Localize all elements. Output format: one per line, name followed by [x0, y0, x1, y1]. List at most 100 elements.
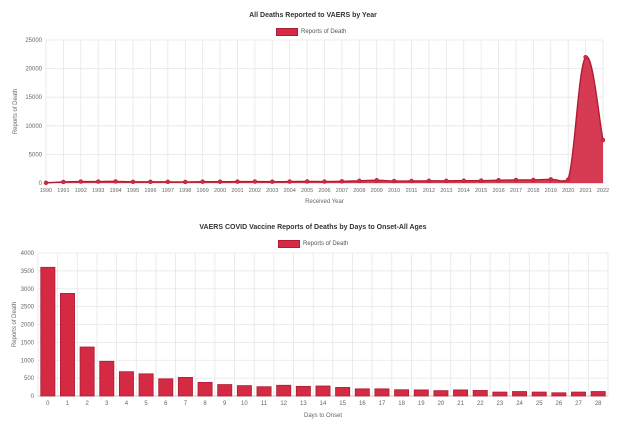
- x-tick-label: 2020: [562, 188, 574, 194]
- legend-swatch: [276, 28, 298, 36]
- data-point: [391, 178, 397, 184]
- y-tick-label: 0: [39, 181, 43, 187]
- bar: [394, 389, 410, 397]
- data-point: [496, 177, 501, 183]
- x-tick-label: 0: [46, 401, 50, 407]
- y-tick-label: 500: [24, 376, 35, 382]
- y-tick-label: 2500: [21, 305, 35, 311]
- data-point: [183, 179, 188, 185]
- y-tick-label: 10000: [25, 124, 42, 130]
- bar: [177, 377, 193, 397]
- x-tick-label: 2014: [458, 188, 470, 194]
- bar: [551, 392, 567, 397]
- x-tick-label: 1991: [57, 188, 69, 194]
- bar: [413, 389, 429, 397]
- data-point: [478, 178, 484, 183]
- bar: [512, 391, 528, 397]
- data-point: [217, 179, 223, 184]
- bar: [590, 391, 606, 397]
- y-tick-label: 2000: [21, 323, 35, 329]
- data-point: [322, 179, 327, 184]
- x-tick-label: 11: [261, 401, 268, 407]
- x-tick-label: 26: [556, 401, 563, 407]
- data-point: [200, 179, 205, 184]
- bar: [276, 384, 292, 397]
- legend-label: Reports of Death: [303, 241, 349, 247]
- y-tick-label: 1500: [21, 340, 35, 346]
- x-tick-label: 2005: [301, 188, 313, 194]
- bar: [40, 266, 56, 397]
- bar: [197, 382, 213, 397]
- y-tick-label: 1000: [21, 358, 35, 364]
- data-point: [235, 179, 240, 184]
- chart-title: All Deaths Reported to VAERS by Year: [249, 12, 377, 19]
- data-point: [339, 179, 345, 184]
- x-tick-label: 2011: [406, 188, 418, 194]
- x-tick-label: 1990: [40, 188, 52, 194]
- x-tick-label: 28: [595, 401, 602, 407]
- x-tick-label: 13: [300, 401, 307, 407]
- x-tick-label: 9: [223, 401, 227, 407]
- data-point: [96, 179, 101, 184]
- bar: [472, 390, 488, 397]
- x-tick-label: 12: [280, 401, 287, 407]
- bar: [256, 386, 272, 397]
- x-tick-label: 2007: [336, 188, 348, 194]
- x-tick-label: 2012: [423, 188, 435, 194]
- x-tick-label: 2013: [440, 188, 452, 194]
- bar: [354, 388, 370, 397]
- x-tick-label: 2021: [579, 188, 591, 194]
- x-tick-label: 2010: [388, 188, 400, 194]
- bar: [315, 385, 331, 397]
- x-tick-label: 7: [184, 401, 188, 407]
- y-tick-label: 3500: [21, 269, 35, 275]
- data-point: [513, 177, 519, 183]
- bar: [79, 346, 95, 397]
- y-tick-label: 5000: [29, 152, 43, 158]
- x-tick-label: 4: [125, 401, 129, 407]
- data-point: [461, 178, 466, 183]
- bar: [531, 391, 547, 397]
- data-point: [600, 137, 606, 143]
- bar: [492, 391, 508, 397]
- data-point: [357, 178, 362, 184]
- x-tick-label: 5: [144, 401, 148, 407]
- x-tick-label: 1992: [75, 188, 87, 194]
- data-point: [565, 177, 571, 182]
- x-tick-label: 2004: [284, 188, 296, 194]
- legend-swatch: [278, 240, 300, 248]
- x-axis-title: Days to Onset: [304, 413, 342, 419]
- bar: [138, 373, 154, 397]
- data-point: [43, 180, 49, 186]
- data-point: [426, 178, 432, 184]
- x-tick-label: 1999: [197, 188, 209, 194]
- data-point: [531, 177, 536, 183]
- chart-legend[interactable]: Reports of Death: [278, 240, 348, 248]
- x-tick-label: 19: [418, 401, 425, 407]
- x-tick-label: 2019: [545, 188, 557, 194]
- y-tick-label: 4000: [21, 251, 35, 257]
- deaths-by-year-chart: All Deaths Reported to VAERS by Year Rep…: [0, 0, 626, 215]
- x-tick-label: 16: [359, 401, 366, 407]
- data-point: [270, 179, 275, 184]
- bar: [60, 292, 75, 397]
- data-point: [583, 54, 588, 60]
- bar: [118, 371, 134, 397]
- x-tick-label: 10: [241, 401, 248, 407]
- deaths-by-onset-chart: VAERS COVID Vaccine Reports of Deaths by…: [0, 215, 626, 448]
- y-tick-label: 0: [31, 394, 35, 400]
- legend-label: Reports of Death: [301, 29, 347, 35]
- data-point: [113, 179, 118, 184]
- x-tick-label: 2017: [510, 188, 522, 194]
- bar: [217, 384, 233, 397]
- y-tick-label: 25000: [25, 38, 42, 44]
- data-point: [548, 177, 553, 182]
- y-axis-title: Reports of Death: [13, 89, 19, 134]
- y-tick-label: 20000: [25, 67, 42, 73]
- data-point: [252, 179, 258, 184]
- chart-legend[interactable]: Reports of Death: [276, 28, 346, 36]
- bar: [158, 378, 174, 397]
- x-axis-title: Received Year: [305, 199, 344, 205]
- data-point: [78, 179, 84, 184]
- bar: [99, 360, 115, 397]
